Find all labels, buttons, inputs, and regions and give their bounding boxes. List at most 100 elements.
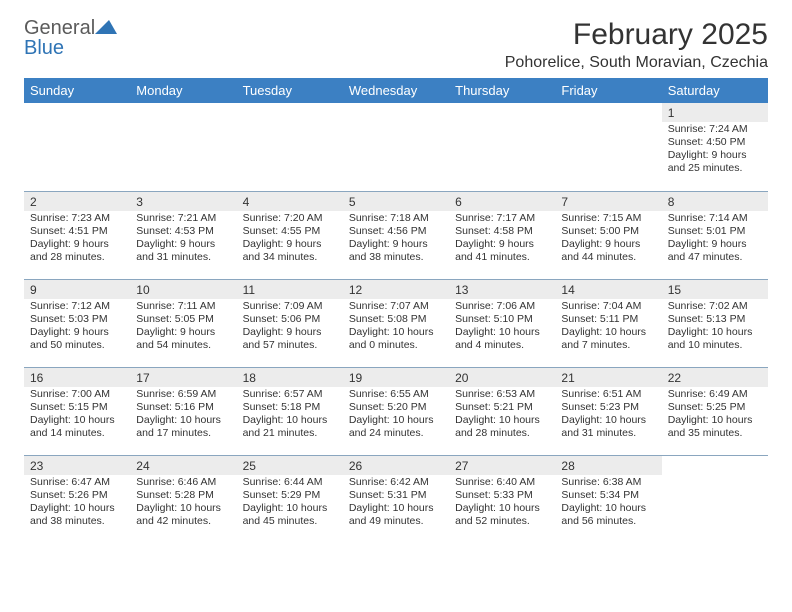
day-detail-line: Sunset: 5:25 PM — [668, 401, 762, 414]
day-detail-line: Daylight: 10 hours — [30, 414, 124, 427]
day-detail-line: Sunrise: 7:07 AM — [349, 300, 443, 313]
day-details: Sunrise: 6:40 AMSunset: 5:33 PMDaylight:… — [449, 475, 555, 533]
day-detail-line: Sunrise: 7:02 AM — [668, 300, 762, 313]
calendar-day-cell: 8Sunrise: 7:14 AMSunset: 5:01 PMDaylight… — [662, 191, 768, 279]
day-detail-line: Daylight: 9 hours — [30, 238, 124, 251]
day-detail-line: Daylight: 9 hours — [136, 238, 230, 251]
day-detail-line: and 41 minutes. — [455, 251, 549, 264]
day-number: 28 — [555, 456, 661, 475]
day-number: 6 — [449, 192, 555, 211]
day-detail-line: Sunset: 5:16 PM — [136, 401, 230, 414]
day-detail-line: Daylight: 10 hours — [349, 414, 443, 427]
day-details: Sunrise: 7:17 AMSunset: 4:58 PMDaylight:… — [449, 211, 555, 269]
day-detail-line: and 25 minutes. — [668, 162, 762, 175]
day-detail-line: Sunrise: 7:04 AM — [561, 300, 655, 313]
day-detail-line: Daylight: 10 hours — [243, 502, 337, 515]
day-number: 16 — [24, 368, 130, 387]
calendar-day-cell: 12Sunrise: 7:07 AMSunset: 5:08 PMDayligh… — [343, 279, 449, 367]
day-detail-line: and 52 minutes. — [455, 515, 549, 528]
month-title: February 2025 — [505, 18, 768, 52]
day-detail-line: Daylight: 9 hours — [668, 238, 762, 251]
day-detail-line: Sunset: 5:23 PM — [561, 401, 655, 414]
day-detail-line: Sunrise: 6:46 AM — [136, 476, 230, 489]
day-detail-line: and 7 minutes. — [561, 339, 655, 352]
day-detail-line: Sunset: 4:58 PM — [455, 225, 549, 238]
calendar-week-row: ............1Sunrise: 7:24 AMSunset: 4:5… — [24, 103, 768, 191]
calendar-day-cell: 18Sunrise: 6:57 AMSunset: 5:18 PMDayligh… — [237, 367, 343, 455]
day-detail-line: Sunrise: 6:40 AM — [455, 476, 549, 489]
day-detail-line: Sunset: 5:00 PM — [561, 225, 655, 238]
day-detail-line: Sunrise: 6:59 AM — [136, 388, 230, 401]
day-detail-line: Daylight: 9 hours — [668, 149, 762, 162]
day-detail-line: and 42 minutes. — [136, 515, 230, 528]
day-number: 7 — [555, 192, 661, 211]
day-detail-line: Sunrise: 7:17 AM — [455, 212, 549, 225]
day-detail-line: Sunrise: 6:38 AM — [561, 476, 655, 489]
day-number: 19 — [343, 368, 449, 387]
day-header: Thursday — [449, 78, 555, 103]
day-detail-line: Sunrise: 6:49 AM — [668, 388, 762, 401]
day-detail-line: Daylight: 10 hours — [30, 502, 124, 515]
day-detail-line: Sunset: 5:05 PM — [136, 313, 230, 326]
day-detail-line: Daylight: 9 hours — [349, 238, 443, 251]
title-block: February 2025 Pohorelice, South Moravian… — [505, 18, 768, 72]
day-details: Sunrise: 6:53 AMSunset: 5:21 PMDaylight:… — [449, 387, 555, 445]
calendar-body: ............1Sunrise: 7:24 AMSunset: 4:5… — [24, 103, 768, 543]
day-details: Sunrise: 6:49 AMSunset: 5:25 PMDaylight:… — [662, 387, 768, 445]
day-detail-line: Daylight: 10 hours — [561, 414, 655, 427]
calendar-day-cell: 23Sunrise: 6:47 AMSunset: 5:26 PMDayligh… — [24, 455, 130, 543]
day-number: 1 — [662, 103, 768, 122]
day-details: Sunrise: 6:46 AMSunset: 5:28 PMDaylight:… — [130, 475, 236, 533]
header: General Blue February 2025 Pohorelice, S… — [24, 18, 768, 72]
day-detail-line: and 28 minutes. — [30, 251, 124, 264]
calendar-day-cell: 26Sunrise: 6:42 AMSunset: 5:31 PMDayligh… — [343, 455, 449, 543]
day-detail-line: Sunset: 4:51 PM — [30, 225, 124, 238]
brand-word2: Blue — [24, 38, 117, 58]
day-details: Sunrise: 7:23 AMSunset: 4:51 PMDaylight:… — [24, 211, 130, 269]
day-details: Sunrise: 6:47 AMSunset: 5:26 PMDaylight:… — [24, 475, 130, 533]
day-header-row: SundayMondayTuesdayWednesdayThursdayFrid… — [24, 78, 768, 103]
brand-text: General Blue — [24, 18, 117, 58]
day-detail-line: and 50 minutes. — [30, 339, 124, 352]
calendar-day-cell: 27Sunrise: 6:40 AMSunset: 5:33 PMDayligh… — [449, 455, 555, 543]
calendar-day-cell: 20Sunrise: 6:53 AMSunset: 5:21 PMDayligh… — [449, 367, 555, 455]
day-detail-line: and 44 minutes. — [561, 251, 655, 264]
day-details: Sunrise: 6:59 AMSunset: 5:16 PMDaylight:… — [130, 387, 236, 445]
day-detail-line: Sunset: 4:55 PM — [243, 225, 337, 238]
calendar-day-cell: 10Sunrise: 7:11 AMSunset: 5:05 PMDayligh… — [130, 279, 236, 367]
day-detail-line: Sunrise: 7:14 AM — [668, 212, 762, 225]
calendar-head: SundayMondayTuesdayWednesdayThursdayFrid… — [24, 78, 768, 103]
day-detail-line: and 31 minutes. — [136, 251, 230, 264]
day-detail-line: and 28 minutes. — [455, 427, 549, 440]
day-number: 20 — [449, 368, 555, 387]
day-number: 27 — [449, 456, 555, 475]
day-number: 12 — [343, 280, 449, 299]
calendar-day-cell: 9Sunrise: 7:12 AMSunset: 5:03 PMDaylight… — [24, 279, 130, 367]
day-detail-line: Daylight: 10 hours — [455, 502, 549, 515]
brand-word1-text: General — [24, 17, 95, 39]
calendar-day-cell: 21Sunrise: 6:51 AMSunset: 5:23 PMDayligh… — [555, 367, 661, 455]
calendar-empty-cell: .. — [24, 103, 130, 191]
day-detail-line: and 56 minutes. — [561, 515, 655, 528]
day-detail-line: Sunrise: 7:18 AM — [349, 212, 443, 225]
day-detail-line: Daylight: 10 hours — [136, 502, 230, 515]
day-detail-line: and 21 minutes. — [243, 427, 337, 440]
calendar-day-cell: 5Sunrise: 7:18 AMSunset: 4:56 PMDaylight… — [343, 191, 449, 279]
day-detail-line: and 47 minutes. — [668, 251, 762, 264]
brand-word1: General — [24, 18, 117, 38]
calendar-empty-cell: .. — [237, 103, 343, 191]
day-header: Sunday — [24, 78, 130, 103]
day-details: Sunrise: 7:09 AMSunset: 5:06 PMDaylight:… — [237, 299, 343, 357]
calendar-day-cell: 11Sunrise: 7:09 AMSunset: 5:06 PMDayligh… — [237, 279, 343, 367]
day-detail-line: Sunrise: 7:20 AM — [243, 212, 337, 225]
day-number: 4 — [237, 192, 343, 211]
day-detail-line: Sunrise: 6:51 AM — [561, 388, 655, 401]
day-number: 2 — [24, 192, 130, 211]
calendar-week-row: 16Sunrise: 7:00 AMSunset: 5:15 PMDayligh… — [24, 367, 768, 455]
calendar-day-cell: 13Sunrise: 7:06 AMSunset: 5:10 PMDayligh… — [449, 279, 555, 367]
day-detail-line: and 57 minutes. — [243, 339, 337, 352]
day-number: 24 — [130, 456, 236, 475]
day-details: Sunrise: 6:55 AMSunset: 5:20 PMDaylight:… — [343, 387, 449, 445]
day-detail-line: and 24 minutes. — [349, 427, 443, 440]
day-detail-line: Sunset: 4:50 PM — [668, 136, 762, 149]
